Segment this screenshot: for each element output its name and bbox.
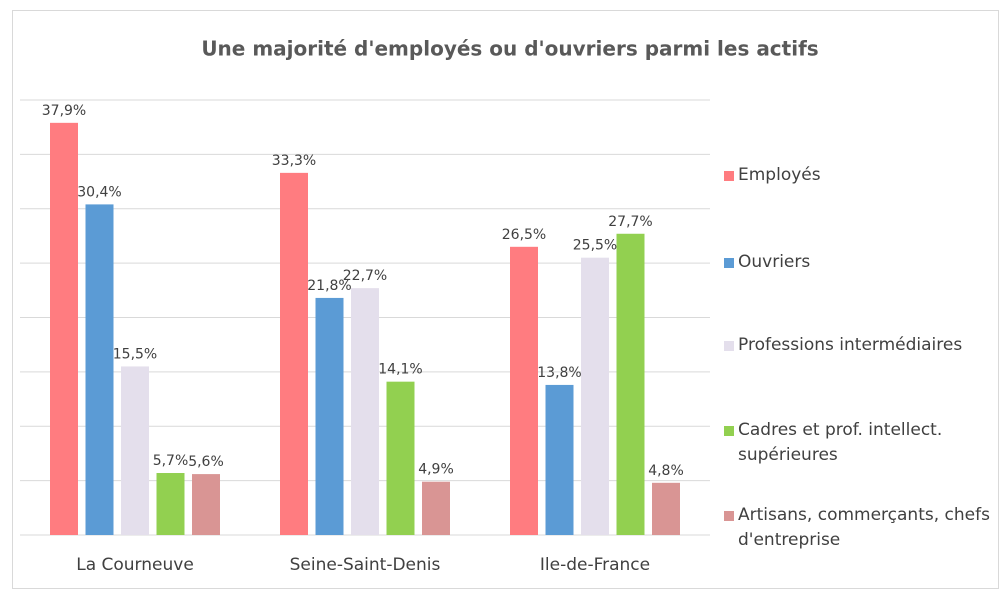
bar: [351, 288, 379, 535]
data-label: 21,8%: [307, 278, 351, 294]
legend-label: Cadres et prof. intellect. supérieures: [738, 420, 943, 465]
bar: [652, 482, 680, 535]
chart-frame: [12, 10, 999, 589]
bar: [545, 384, 574, 535]
data-label: 5,7%: [153, 453, 189, 469]
data-label: 5,6%: [188, 454, 224, 470]
bar: [510, 246, 538, 535]
data-label: 22,7%: [343, 268, 387, 284]
data-label: 33,3%: [272, 153, 316, 169]
data-label: 26,5%: [502, 227, 546, 243]
data-label: 30,4%: [77, 184, 121, 200]
bar: [581, 257, 609, 535]
legend-item: Professions intermédiaires: [724, 333, 1000, 358]
bar: [121, 366, 149, 535]
legend-swatch: [724, 258, 734, 268]
chart-title: Une majorité d'employés ou d'ouvriers pa…: [201, 37, 818, 61]
bar: [315, 297, 344, 535]
bar: [192, 474, 220, 535]
bar: [156, 473, 185, 535]
x-tick-label: Seine-Saint-Denis: [290, 555, 441, 575]
legend-swatch: [724, 171, 734, 181]
bar: [616, 233, 645, 535]
data-label: 15,5%: [113, 346, 157, 362]
legend-swatch: [724, 341, 734, 351]
x-tick-label: La Courneuve: [76, 555, 194, 575]
bar: [386, 381, 415, 535]
legend-label: Ouvriers: [738, 252, 811, 272]
legend-label: Artisans, commerçants, chefs d'entrepris…: [738, 505, 990, 550]
bar: [422, 481, 450, 535]
bar: [50, 122, 78, 536]
x-tick-label: Ile-de-France: [540, 555, 650, 575]
legend-swatch: [724, 426, 734, 436]
legend-item: Cadres et prof. intellect. supérieures: [724, 418, 1000, 468]
data-label: 4,8%: [648, 463, 684, 479]
legend-item: Artisans, commerçants, chefs d'entrepris…: [724, 503, 1000, 553]
legend-label: Employés: [738, 165, 821, 185]
data-label: 14,1%: [378, 362, 422, 378]
bar: [280, 172, 308, 536]
data-label: 37,9%: [42, 103, 86, 119]
legend-item: Employés: [724, 163, 1000, 188]
legend-swatch: [724, 511, 734, 521]
legend-item: Ouvriers: [724, 250, 1000, 275]
data-label: 13,8%: [537, 365, 581, 381]
legend-label: Professions intermédiaires: [738, 335, 963, 355]
bar: [85, 204, 114, 535]
data-label: 27,7%: [608, 214, 652, 230]
data-label: 25,5%: [573, 238, 617, 254]
data-label: 4,9%: [418, 462, 454, 478]
